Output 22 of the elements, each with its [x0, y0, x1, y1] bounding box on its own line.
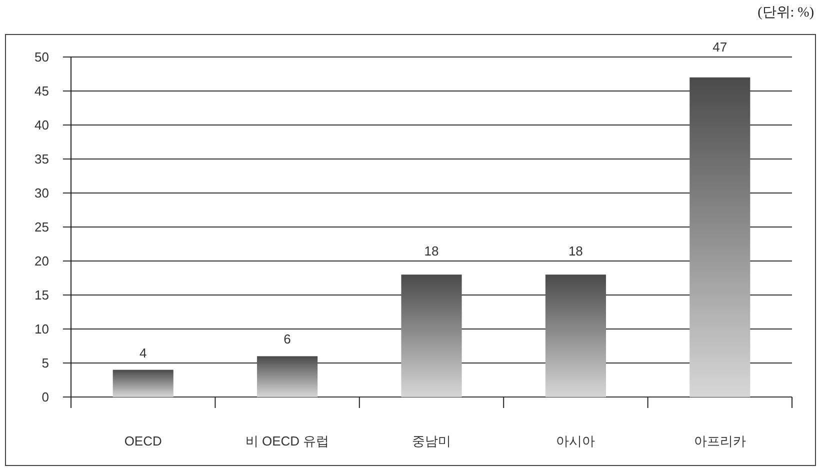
x-tick-label: OECD [124, 434, 162, 448]
data-label: 6 [284, 332, 291, 347]
data-label: 4 [139, 345, 147, 360]
y-tick-label: 0 [42, 390, 49, 404]
y-tick-label: 25 [34, 220, 49, 234]
y-tick-label: 20 [34, 254, 49, 268]
data-label: 47 [712, 40, 728, 54]
data-label: 18 [424, 244, 439, 258]
x-tick-label: 아시아 [556, 434, 596, 448]
x-tick-label: 비 OECD 유럽 [245, 434, 330, 448]
y-tick-label: 10 [34, 322, 49, 336]
x-tick-label: 중남미 [412, 434, 451, 448]
y-tick-label: 50 [34, 50, 49, 64]
y-tick-label: 5 [42, 356, 49, 370]
y-tick-label: 45 [34, 84, 49, 98]
y-tick-label: 30 [34, 186, 49, 200]
y-tick-label: 15 [34, 288, 49, 302]
y-tick-label: 40 [34, 118, 49, 132]
text: (단위: %) [758, 6, 814, 20]
data-label: 18 [568, 244, 583, 258]
x-tick-label: 아프리카 [694, 434, 746, 448]
y-tick-label: 35 [34, 152, 49, 166]
